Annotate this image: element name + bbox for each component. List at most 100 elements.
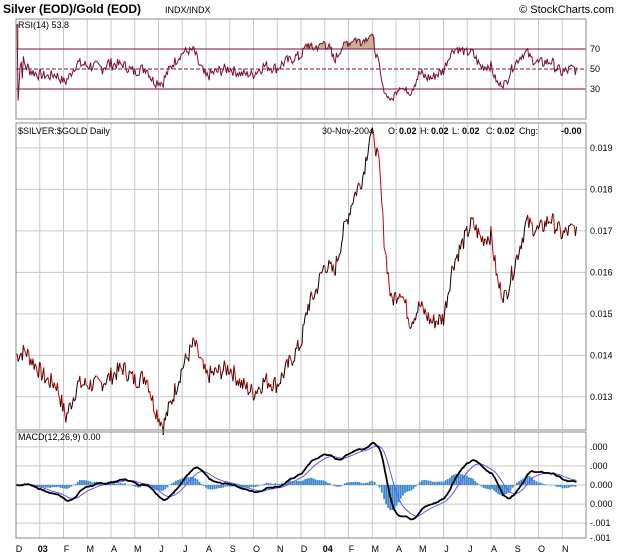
price-segment <box>251 390 254 401</box>
price-segment <box>156 409 159 423</box>
x-tick-label: S <box>230 544 236 554</box>
price-segment <box>410 321 413 327</box>
price-segment <box>402 296 405 300</box>
x-tick-label: M <box>372 544 380 554</box>
price-segment <box>174 383 177 395</box>
price-segment <box>219 366 222 380</box>
price-segment <box>316 285 319 294</box>
price-segment <box>37 362 40 378</box>
price-segment <box>574 226 577 236</box>
price-segment <box>326 268 329 273</box>
price-segment <box>518 245 521 254</box>
price-frame <box>15 122 587 431</box>
price-segment <box>323 264 326 267</box>
x-tick-label: M <box>419 544 427 554</box>
price-segment <box>399 293 402 298</box>
price-segment <box>303 316 306 325</box>
price-segment <box>43 367 46 384</box>
x-tick-label: M <box>87 544 95 554</box>
price-segment <box>192 337 195 340</box>
price-segment <box>44 380 47 384</box>
price-segment <box>378 162 382 182</box>
price-segment <box>196 344 199 357</box>
price-segment <box>125 375 128 382</box>
price-segment <box>500 297 503 300</box>
price-segment <box>364 156 367 175</box>
price-segment <box>312 297 315 301</box>
x-tick-label: A <box>491 544 497 554</box>
price-segment <box>466 226 469 237</box>
quote-close: 0.02 <box>497 126 515 136</box>
price-segment <box>366 154 369 161</box>
price-segment <box>469 217 472 230</box>
quote-o-label: O: <box>388 126 398 136</box>
price-segment <box>334 255 337 276</box>
price-segment <box>65 412 68 423</box>
price-segment <box>91 388 94 392</box>
price-segment <box>195 340 198 345</box>
price-segment <box>35 366 38 374</box>
price-segment <box>506 295 509 300</box>
price-segment <box>520 237 523 250</box>
price-segment <box>223 360 226 367</box>
price-segment <box>532 234 535 237</box>
macd-frame <box>15 431 587 539</box>
price-segment <box>490 226 493 240</box>
price-segment <box>332 264 335 274</box>
price-segment <box>250 383 253 391</box>
rsi-frame <box>15 18 587 120</box>
price-segment <box>531 222 534 237</box>
price-segment <box>122 363 125 375</box>
price-segment <box>570 223 573 226</box>
price-segment <box>356 183 360 187</box>
price-segment <box>177 381 180 387</box>
macd-y-tick-label: 0.000 <box>590 499 613 509</box>
price-segment <box>342 221 345 239</box>
price-segment <box>327 259 330 270</box>
price-segment <box>308 298 311 311</box>
price-segment <box>437 314 440 326</box>
price-segment <box>287 355 290 368</box>
price-segment <box>40 363 43 381</box>
price-y-tick-label: 0.014 <box>590 350 613 360</box>
price-segment <box>421 301 424 307</box>
price-segment <box>28 352 31 366</box>
price-y-tick-label: 0.019 <box>590 143 613 153</box>
price-segment <box>358 182 360 185</box>
quote-chg-label: Chg: <box>519 126 538 136</box>
rsi-y-ticks: 70 50 30 <box>590 44 600 94</box>
price-segment <box>447 291 450 297</box>
price-y-tick-label: 0.015 <box>590 309 613 319</box>
x-tick-label: N <box>562 544 569 554</box>
price-segment <box>149 391 152 398</box>
price-segment <box>200 356 203 359</box>
price-segment <box>491 239 494 254</box>
x-tick-label: O <box>253 544 260 554</box>
price-segment <box>110 367 113 385</box>
price-segment <box>336 258 339 262</box>
price-segment <box>261 377 264 392</box>
price-segment <box>310 291 313 297</box>
price-segment <box>546 216 549 224</box>
price-segment <box>409 326 412 330</box>
price-segment <box>41 375 44 381</box>
price-segment <box>99 380 102 383</box>
price-segment <box>22 344 25 351</box>
price-segment <box>376 147 379 153</box>
macd-y-ticks: .000 .000 0.000 0.000 -.001 -.001 <box>590 442 613 543</box>
price-segment <box>71 397 74 405</box>
x-tick-label: F <box>349 544 355 554</box>
price-segment <box>112 372 115 378</box>
price-segment <box>258 386 261 390</box>
price-segment <box>367 144 370 156</box>
price-segment <box>291 361 294 366</box>
price-segment <box>463 229 466 249</box>
price-segment <box>127 370 130 380</box>
price-segment <box>119 362 122 368</box>
price-segment <box>505 290 508 300</box>
price-segment <box>472 217 475 228</box>
price-segment <box>513 269 516 277</box>
price-segment <box>188 344 191 362</box>
price-segment <box>176 386 179 393</box>
